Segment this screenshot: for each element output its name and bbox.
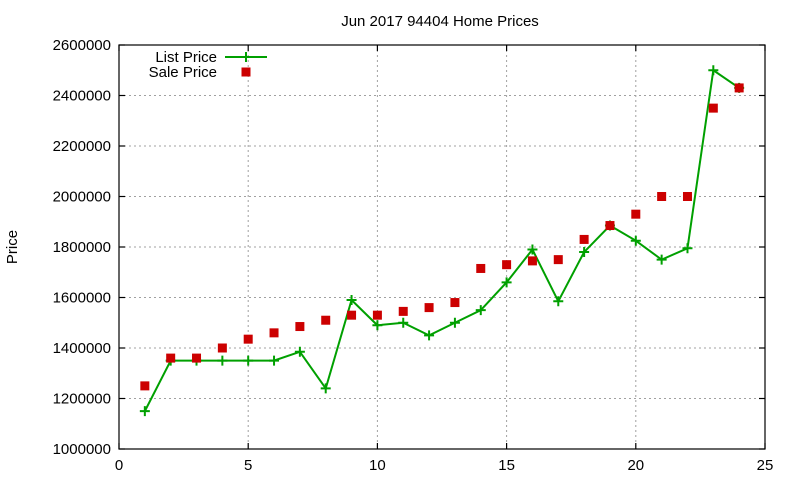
legend-item-sale-price: Sale Price [149, 64, 251, 81]
square-marker-icon [682, 192, 692, 201]
axis-ticks: 1000000 1200000 1400000 1600000 1800000 20000… [53, 37, 774, 474]
data-series [139, 65, 745, 417]
x-tick-label: 5 [244, 457, 252, 474]
plus-marker-icon [346, 295, 357, 306]
y-tick-label: 1200000 [53, 391, 111, 408]
plus-marker-icon [579, 247, 590, 258]
square-marker-icon [734, 83, 744, 93]
plus-marker-icon [708, 65, 719, 76]
plus-marker-icon [475, 305, 486, 316]
y-tick-label: 2200000 [53, 138, 111, 155]
square-marker-icon [321, 315, 331, 325]
y-tick-label: 1400000 [53, 340, 111, 357]
square-marker-icon [192, 353, 202, 363]
square-marker-icon [166, 353, 176, 363]
square-marker-icon [476, 263, 486, 273]
square-marker-icon [217, 343, 227, 353]
square-marker-icon [243, 334, 253, 344]
list-price-line [143, 68, 740, 412]
square-marker-icon [372, 310, 382, 320]
square-marker-icon [708, 103, 718, 113]
plus-marker-icon [656, 254, 667, 265]
x-tick-label: 10 [369, 457, 386, 474]
square-marker-icon [631, 209, 641, 219]
grid-lines [119, 45, 765, 449]
plus-marker-icon [398, 317, 409, 328]
square-marker-icon [605, 221, 615, 231]
square-marker-icon [424, 303, 434, 313]
x-tick-label: 15 [498, 457, 515, 474]
plus-marker-icon [424, 330, 435, 341]
plot-border [118, 44, 766, 450]
plus-marker-icon [241, 52, 251, 62]
legend-label: Sale Price [149, 64, 217, 81]
y-tick-label: 2000000 [53, 189, 111, 206]
square-marker-icon [450, 298, 460, 308]
y-tick-label: 1800000 [53, 239, 111, 256]
plus-marker-icon [527, 244, 538, 255]
plus-marker-icon [320, 383, 331, 394]
plus-marker-icon [501, 277, 512, 288]
plus-marker-icon [243, 355, 254, 366]
plus-marker-icon [269, 355, 280, 366]
square-marker-icon [295, 322, 305, 332]
plus-marker-icon [217, 355, 228, 366]
square-marker-icon [553, 255, 563, 265]
legend-item-list-price: List Price [155, 49, 267, 66]
square-marker-icon [241, 67, 251, 77]
legend-label: List Price [155, 49, 217, 66]
y-tick-label: 2600000 [53, 37, 111, 54]
y-tick-label: 1600000 [53, 290, 111, 307]
plus-marker-icon [553, 296, 564, 307]
square-marker-icon [527, 256, 537, 266]
plus-marker-icon [372, 320, 383, 331]
series-list-price [139, 65, 745, 417]
x-tick-label: 20 [627, 457, 644, 474]
square-marker-icon [398, 306, 408, 316]
plus-marker-icon [682, 243, 693, 254]
plus-marker-icon [139, 406, 150, 417]
square-marker-icon [140, 381, 150, 391]
square-marker-icon [579, 234, 589, 244]
plus-marker-icon [630, 235, 641, 246]
square-marker-icon [502, 260, 512, 270]
chart-title: Jun 2017 94404 Home Prices [341, 13, 539, 30]
plus-marker-icon [449, 317, 460, 328]
square-marker-icon [657, 192, 667, 201]
y-axis-label: Price [4, 230, 21, 264]
y-tick-label: 1000000 [53, 441, 111, 458]
square-marker-icon [269, 328, 279, 338]
y-tick-label: 2400000 [53, 88, 111, 105]
x-tick-label: 25 [757, 457, 774, 474]
series-sale-price [140, 83, 744, 391]
plus-marker-icon [294, 346, 305, 357]
x-tick-label: 0 [115, 457, 123, 474]
square-marker-icon [347, 310, 357, 320]
